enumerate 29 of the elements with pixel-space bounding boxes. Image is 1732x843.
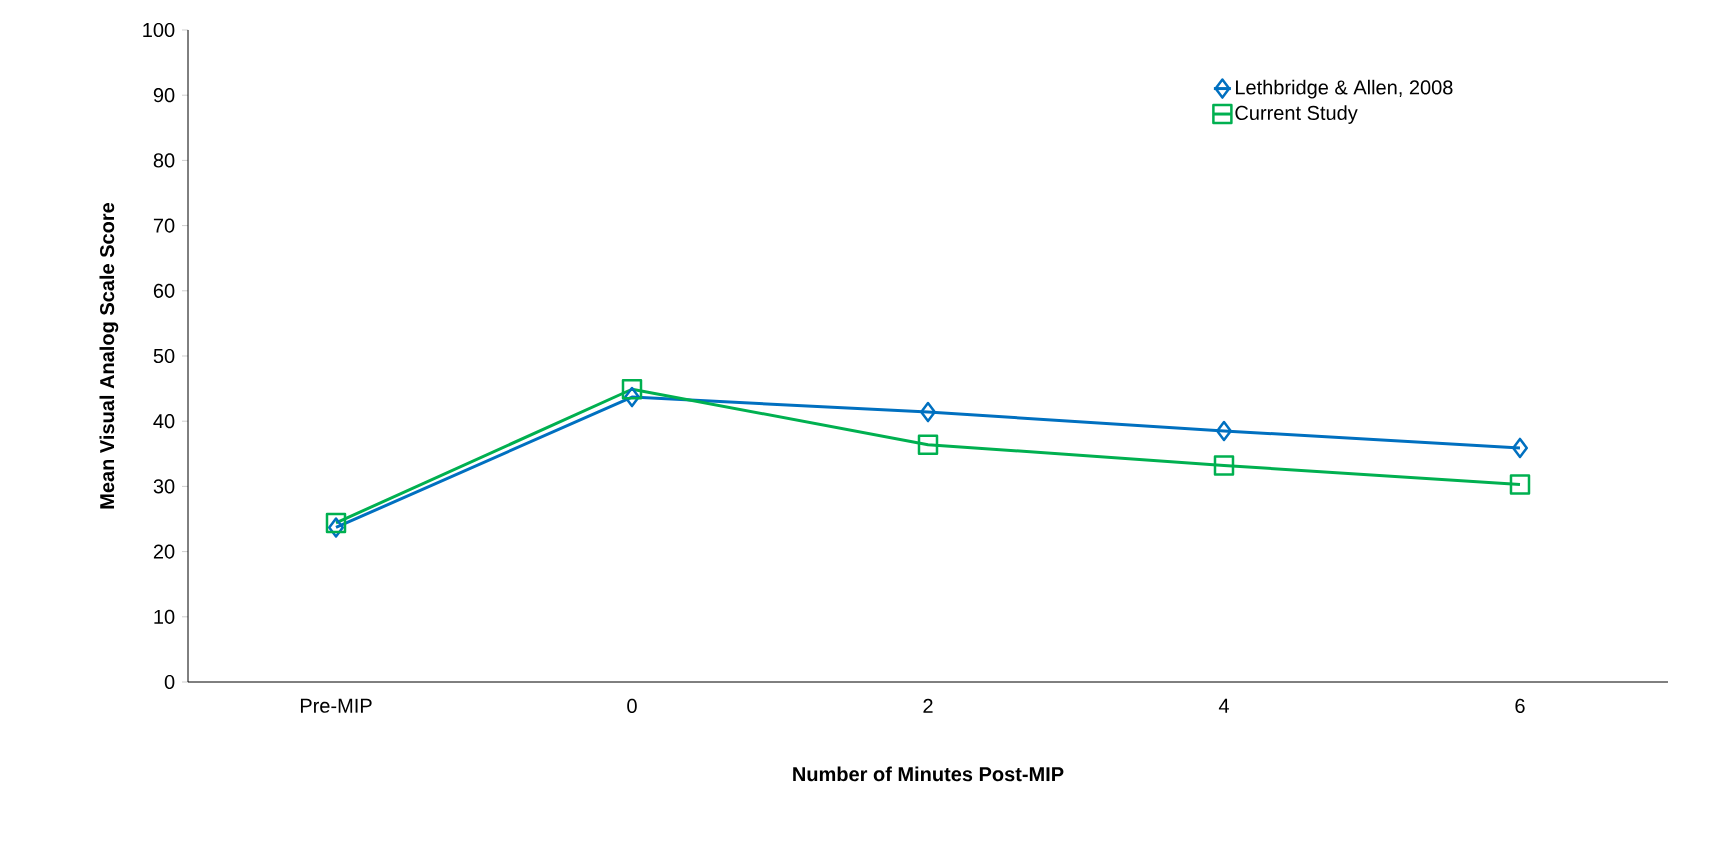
y-tick-label: 0 bbox=[164, 674, 175, 690]
x-tick-label: 4 bbox=[1218, 698, 1229, 713]
y-tick-label: 70 bbox=[153, 218, 175, 233]
legend-label: Current Study bbox=[1235, 105, 1358, 124]
x-tick-label: 2 bbox=[923, 698, 933, 713]
x-tick-label: 0 bbox=[627, 698, 637, 714]
point bbox=[917, 434, 939, 455]
point bbox=[1511, 437, 1528, 459]
x-tick-label: 6 bbox=[1515, 698, 1525, 714]
point bbox=[328, 517, 344, 538]
y-tick-label: 40 bbox=[153, 414, 175, 429]
legend-label: Lethbridge & Allen, 2008 bbox=[1236, 79, 1453, 99]
y-tick-label: 60 bbox=[153, 283, 175, 298]
point bbox=[1213, 455, 1235, 476]
y-tick-label: 20 bbox=[153, 544, 175, 559]
y-tick-label: 30 bbox=[153, 479, 175, 494]
y-tick-label: 100 bbox=[143, 22, 175, 38]
y-tick-label: 50 bbox=[153, 348, 175, 364]
y-tick-label: 90 bbox=[153, 88, 175, 103]
x-axis-title: Number of Minutes Post-MIP bbox=[793, 766, 1064, 782]
point bbox=[1509, 474, 1531, 495]
y-axis-title: Mean Visual Analog Scale Score bbox=[99, 202, 119, 509]
point bbox=[621, 379, 643, 400]
y-tick-label: 80 bbox=[153, 153, 175, 168]
point bbox=[325, 512, 347, 534]
x-tick-label: Pre-MIP bbox=[300, 698, 372, 713]
point bbox=[920, 401, 936, 423]
y-tick-label: 10 bbox=[154, 609, 175, 624]
point bbox=[1215, 420, 1232, 442]
